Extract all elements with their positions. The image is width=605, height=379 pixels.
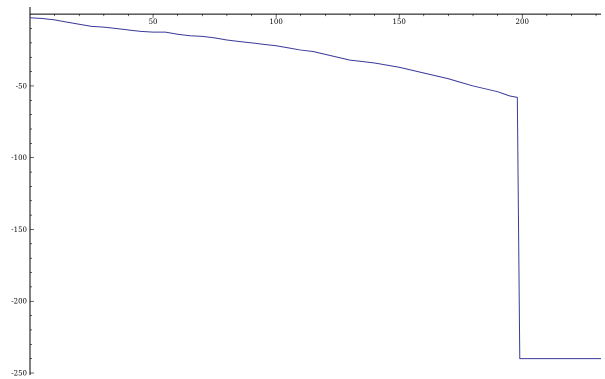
x-tick-label: 150 xyxy=(392,18,405,26)
y-tick-label: -100 xyxy=(11,154,27,162)
y-tick-label: -250 xyxy=(11,370,27,378)
x-tick-label: 100 xyxy=(269,18,282,26)
x-tick-label: 50 xyxy=(149,18,158,26)
series-line xyxy=(29,17,601,360)
y-tick-label: -150 xyxy=(11,226,27,234)
x-tick-label: 200 xyxy=(516,18,529,26)
series-layer xyxy=(29,17,601,360)
y-tick-label: -200 xyxy=(11,298,27,306)
ticks-layer: 50 100 150 200 -50 -100 -150 -200 -250 xyxy=(11,14,597,378)
y-tick-label: -50 xyxy=(16,82,27,90)
